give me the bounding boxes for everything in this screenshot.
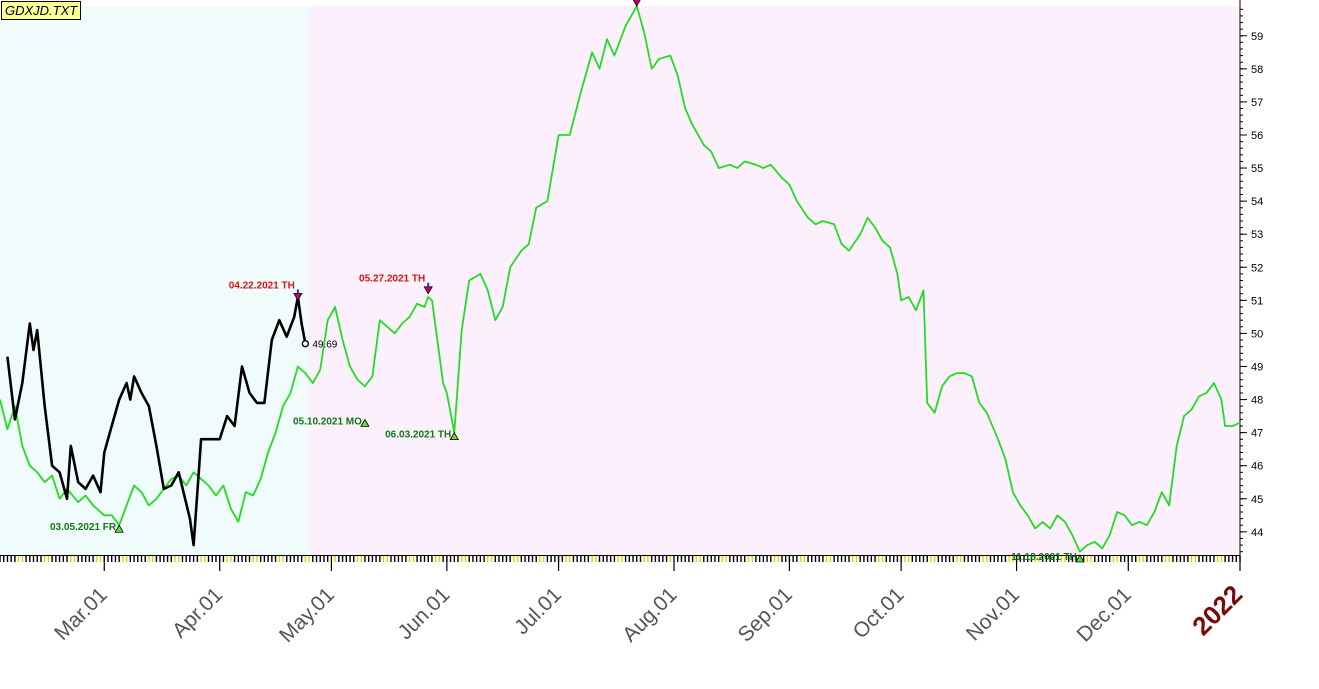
y-tick-label: 44 — [1251, 527, 1263, 539]
pivot-low-label: 06.03.2021 TH — [385, 430, 451, 441]
x-tick-label: Apr.01 — [168, 583, 227, 642]
x-tick-label: Oct.01 — [849, 583, 909, 643]
last-value-marker — [301, 339, 310, 348]
last-value-label: 49.69 — [312, 340, 337, 351]
pivot-high-marker — [423, 286, 433, 295]
x-tick-label: Aug.01 — [618, 583, 681, 646]
pivot-high-label: 04.22.2021 TH — [229, 280, 295, 291]
pivot-low-label: 11.18.2021 TH — [1011, 552, 1077, 563]
y-tick-label: 49 — [1251, 361, 1263, 373]
x-tick-label: Mar.01 — [50, 583, 112, 645]
x-axis: Mar.01 Apr.01 May.01 Jun.01 Jul.01 Aug.01 Sep.… — [0, 555, 1248, 647]
y-tick-label: 48 — [1251, 395, 1263, 407]
ticker-label[interactable]: GDXJD.TXT — [1, 1, 82, 20]
y-tick-label: 59 — [1251, 31, 1263, 43]
y-tick-label: 57 — [1251, 97, 1263, 109]
y-tick-label: 55 — [1251, 163, 1263, 175]
x-tick-label: Nov.01 — [962, 583, 1024, 645]
pivot-low-marker — [449, 431, 459, 441]
x-tick-label: Jun.01 — [394, 583, 455, 644]
x-tick-label: 2022 — [1186, 579, 1248, 641]
pivot-low-marker — [1075, 554, 1085, 563]
pivot-low-label: 05.10.2021 MO — [293, 416, 362, 427]
x-tick-label: Dec.01 — [1073, 583, 1136, 646]
y-tick-label: 54 — [1251, 196, 1263, 208]
y-tick-label: 47 — [1251, 428, 1263, 440]
background-regions — [0, 6, 1240, 555]
series-group: 49.69 — [0, 5, 1241, 553]
y-tick-label: 51 — [1251, 295, 1263, 307]
pivot-low-marker — [114, 524, 124, 533]
y-tick-label: 56 — [1251, 130, 1263, 142]
pivot-low-marker — [360, 418, 370, 427]
y-tick-label: 53 — [1251, 229, 1263, 241]
x-tick-label: May.01 — [275, 583, 339, 647]
y-tick-label: 52 — [1251, 262, 1263, 274]
pivot-low-label: 03.05.2021 FR — [50, 522, 117, 533]
series-line-1 — [0, 5, 1241, 553]
y-tick-label: 46 — [1251, 461, 1263, 473]
series-line-2 — [6, 295, 307, 547]
x-tick-label: Sep.01 — [734, 583, 797, 646]
x-tick-label: Jul.01 — [510, 583, 566, 639]
y-tick-label: 50 — [1251, 328, 1263, 340]
background-region-2 — [309, 6, 1240, 555]
pivot-high-label: 05.27.2021 TH — [359, 274, 425, 285]
pivot-markers: 03.05.2021 FR 04.22.2021 TH 05.10.2021 MO 0… — [50, 0, 1085, 563]
y-tick-label: 58 — [1251, 64, 1263, 76]
y-axis: 44 45 46 47 48 49 50 51 52 53 54 55 56 57 58 59 — [1240, 8, 1263, 553]
y-tick-label: 45 — [1251, 494, 1263, 506]
pivot-high-marker — [632, 0, 641, 7]
